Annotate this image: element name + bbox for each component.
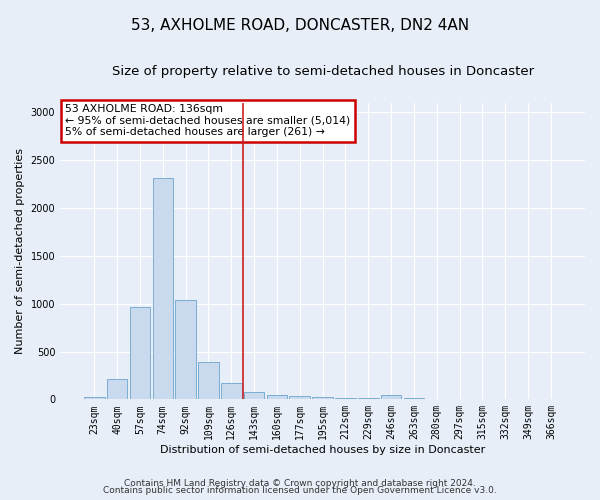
Bar [358,398,379,400]
Bar [404,398,424,400]
Bar [335,398,356,400]
Bar [130,306,150,400]
Bar [175,300,196,400]
X-axis label: Distribution of semi-detached houses by size in Doncaster: Distribution of semi-detached houses by … [160,445,485,455]
Bar [313,397,333,400]
Text: Contains HM Land Registry data © Crown copyright and database right 2024.: Contains HM Land Registry data © Crown c… [124,478,476,488]
Text: 53 AXHOLME ROAD: 136sqm
← 95% of semi-detached houses are smaller (5,014)
5% of : 53 AXHOLME ROAD: 136sqm ← 95% of semi-de… [65,104,350,138]
Y-axis label: Number of semi-detached properties: Number of semi-detached properties [15,148,25,354]
Bar [152,178,173,400]
Text: Contains public sector information licensed under the Open Government Licence v3: Contains public sector information licen… [103,486,497,495]
Bar [221,383,242,400]
Bar [266,394,287,400]
Bar [381,395,401,400]
Bar [244,392,265,400]
Bar [84,397,104,400]
Bar [289,396,310,400]
Title: Size of property relative to semi-detached houses in Doncaster: Size of property relative to semi-detach… [112,65,533,78]
Bar [198,362,219,400]
Bar [107,379,127,400]
Text: 53, AXHOLME ROAD, DONCASTER, DN2 4AN: 53, AXHOLME ROAD, DONCASTER, DN2 4AN [131,18,469,32]
